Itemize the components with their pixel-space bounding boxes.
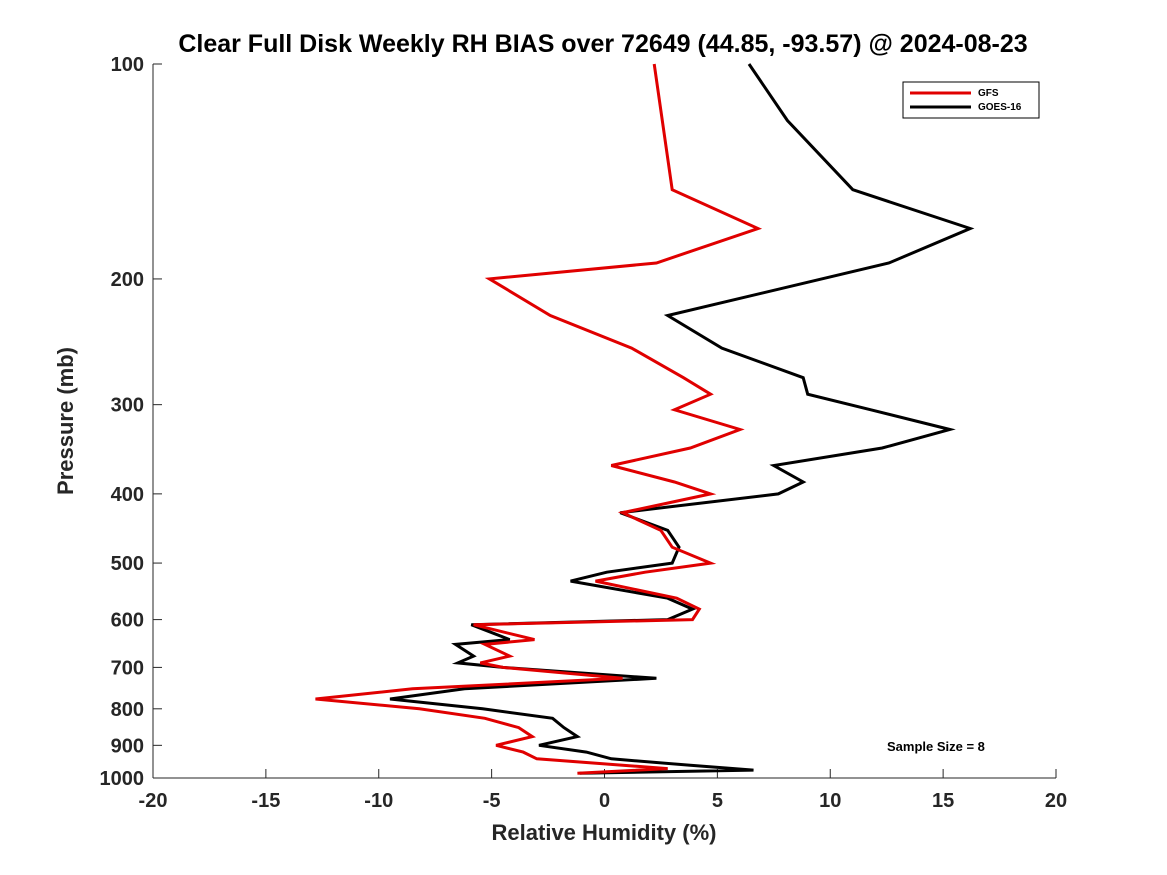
y-tick-label: 1000 <box>100 768 145 790</box>
y-tick-label: 300 <box>111 395 144 417</box>
legend-label-goes16: GOES-16 <box>978 102 1022 113</box>
legend-label-gfs: GFS <box>978 88 999 99</box>
x-tick-label: 10 <box>819 790 841 812</box>
y-tick-label: 900 <box>111 735 144 757</box>
y-tick-label: 800 <box>111 699 144 721</box>
x-tick-label: 15 <box>932 790 954 812</box>
legend: GFS GOES-16 <box>902 81 1040 119</box>
x-tick-label: 20 <box>1045 790 1067 812</box>
sample-size-annotation: Sample Size = 8 <box>887 739 985 754</box>
series-layer <box>315 63 975 775</box>
y-tick-label: 400 <box>111 484 144 506</box>
plot-area <box>153 64 1056 778</box>
series-line-goes16 <box>389 63 975 775</box>
y-tick-label: 500 <box>111 553 144 575</box>
chart-title: Clear Full Disk Weekly RH BIAS over 7264… <box>178 30 1027 58</box>
y-tick-label: 600 <box>111 610 144 632</box>
y-tick-label: 700 <box>111 657 144 679</box>
legend-box <box>902 81 1040 119</box>
x-tick-label: 0 <box>599 790 610 812</box>
x-axis-ticks: -20 -15 -10 -5 0 5 10 15 20 <box>139 769 1067 812</box>
series-line-gfs <box>315 63 763 775</box>
y-tick-label: 100 <box>111 54 144 76</box>
x-tick-label: -5 <box>483 790 501 812</box>
x-axis-label: Relative Humidity (%) <box>492 820 717 845</box>
x-tick-label: -20 <box>139 790 168 812</box>
x-tick-label: -15 <box>251 790 280 812</box>
y-axis-label: Pressure (mb) <box>53 347 78 495</box>
x-tick-label: -10 <box>364 790 393 812</box>
y-axis-ticks: 100 200 300 400 500 600 700 800 900 1000 <box>100 54 162 790</box>
y-tick-label: 200 <box>111 269 144 291</box>
x-tick-label: 5 <box>712 790 723 812</box>
